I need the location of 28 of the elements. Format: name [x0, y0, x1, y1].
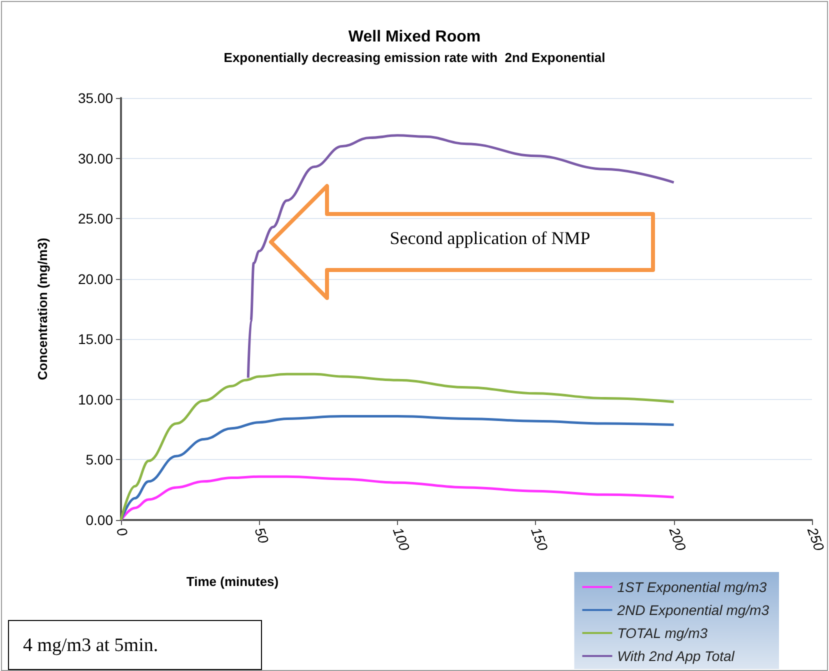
line-series	[120, 372, 676, 522]
text: 4 mg/m3 at 5min.	[8, 620, 262, 670]
legend-label: TOTAL mg/m3	[617, 625, 708, 641]
line-series	[246, 134, 676, 379]
legend-label: With 2nd App Total	[617, 648, 736, 664]
y-tick-label: 20.00	[78, 270, 114, 287]
y-axis-title: Concentration (mg/m3)	[35, 238, 50, 380]
legend-label: 2ND Exponential mg/m3	[616, 602, 770, 618]
y-tick-label: 35.00	[78, 90, 114, 106]
x-tick-label: 150	[528, 525, 552, 553]
chart-subtitle: Exponentially decreasing emission rate with 2nd Exponential	[224, 50, 606, 65]
y-tick-label: 30.00	[78, 150, 114, 166]
y-tick-label: 25.00	[78, 210, 114, 227]
x-tick-label: 200	[666, 524, 690, 553]
x-tick-label: 50	[252, 525, 272, 546]
y-tick-label: 10.00	[78, 391, 114, 408]
line-series	[120, 415, 676, 522]
x-tick-label: 100	[390, 525, 413, 553]
chart-title: Well Mixed Room	[348, 28, 481, 46]
legend-label: 1ST Exponential mg/m3	[617, 579, 767, 595]
x-tick-label: 0	[113, 525, 132, 538]
y-tick-label: 5.00	[86, 452, 114, 468]
y-tick-label: 15.00	[78, 331, 114, 348]
annotation: Second application of NMP	[388, 228, 592, 249]
y-tick-label: 0.00	[86, 512, 114, 528]
x-tick-label: 250	[804, 524, 828, 553]
x-axis-title: Time (minutes)	[186, 574, 279, 589]
line-series	[120, 475, 676, 522]
